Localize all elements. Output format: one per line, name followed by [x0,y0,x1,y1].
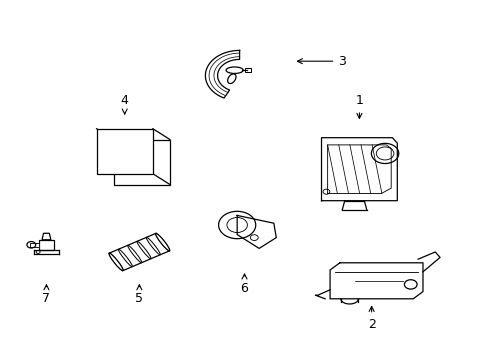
Circle shape [218,211,255,239]
Text: 5: 5 [135,285,143,305]
Text: 7: 7 [42,285,50,305]
Text: 1: 1 [355,94,363,118]
Text: 6: 6 [240,274,248,294]
Text: 2: 2 [367,306,375,330]
Text: 4: 4 [121,94,128,114]
Polygon shape [30,243,39,247]
Ellipse shape [109,253,123,271]
Polygon shape [205,50,239,98]
Polygon shape [96,129,152,174]
Text: 3: 3 [297,55,346,68]
Polygon shape [39,240,54,250]
Polygon shape [237,215,276,248]
Ellipse shape [155,233,169,251]
Bar [245,68,251,72]
Polygon shape [42,233,51,240]
Polygon shape [113,140,170,185]
